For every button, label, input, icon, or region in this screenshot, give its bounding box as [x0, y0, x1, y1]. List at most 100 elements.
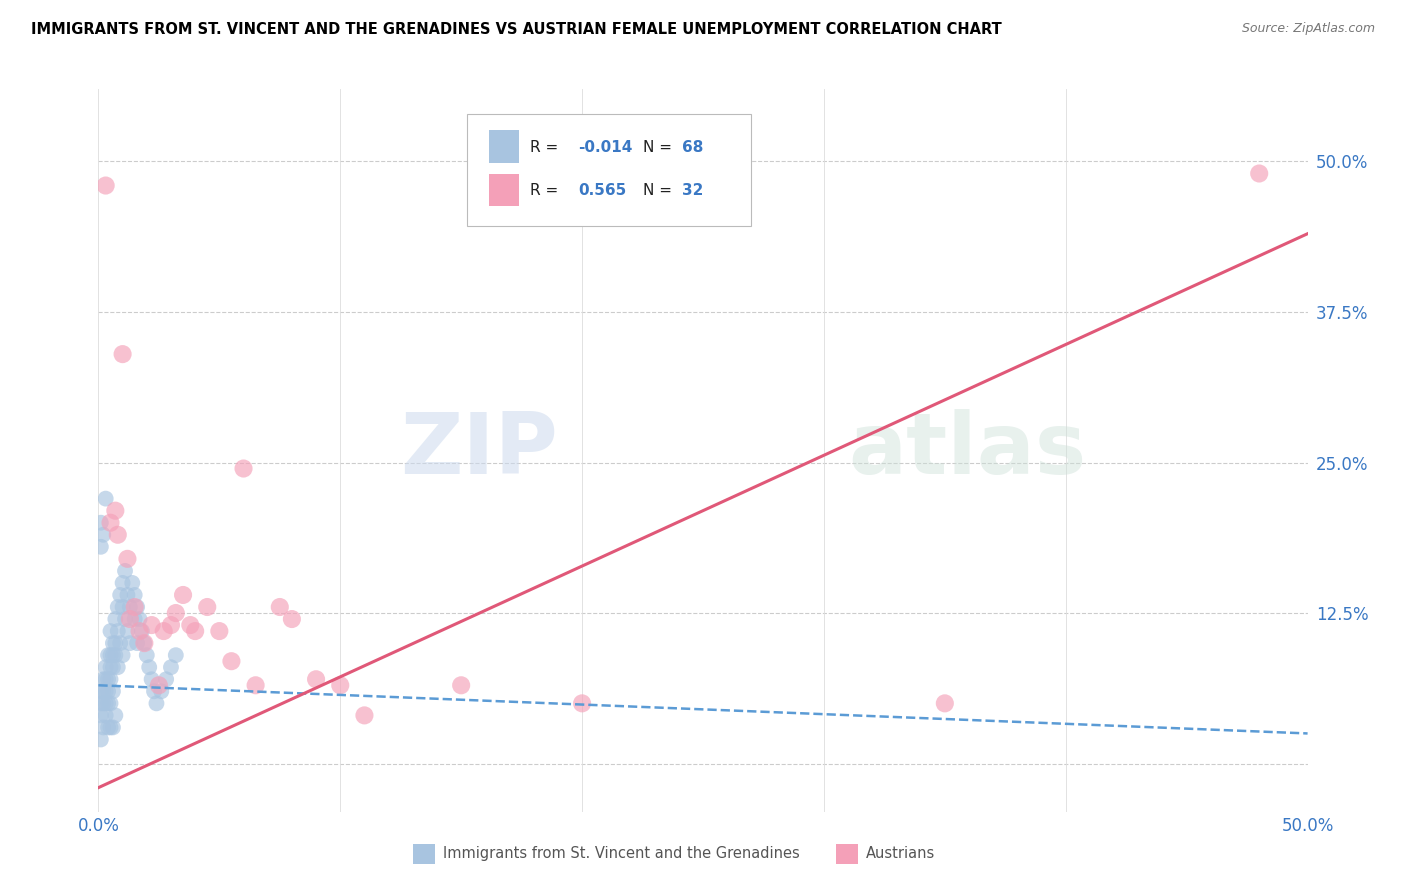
- Point: [281, 612, 304, 626]
- Point: [450, 678, 472, 692]
- Point: [91, 673, 114, 687]
- Point: [305, 673, 328, 687]
- Point: [118, 612, 141, 626]
- Text: Source: ZipAtlas.com: Source: ZipAtlas.com: [1241, 22, 1375, 36]
- Text: R =: R =: [530, 139, 564, 154]
- Point: [108, 588, 131, 602]
- Point: [101, 684, 124, 698]
- Point: [97, 696, 120, 710]
- Point: [90, 732, 112, 747]
- Point: [245, 678, 267, 692]
- Point: [128, 612, 150, 626]
- Point: [94, 178, 117, 193]
- Point: [94, 660, 117, 674]
- Point: [100, 648, 122, 662]
- Point: [107, 599, 129, 614]
- Point: [90, 684, 112, 698]
- Point: [117, 551, 139, 566]
- Point: [100, 660, 122, 674]
- Point: [135, 648, 157, 662]
- Point: [111, 599, 134, 614]
- Text: -0.014: -0.014: [578, 139, 633, 154]
- Point: [165, 606, 187, 620]
- Point: [111, 648, 134, 662]
- Point: [208, 624, 231, 639]
- Point: [101, 660, 124, 674]
- Point: [107, 624, 129, 639]
- Point: [934, 696, 956, 710]
- Point: [100, 516, 122, 530]
- Point: [124, 588, 146, 602]
- Point: [107, 660, 129, 674]
- Point: [160, 618, 183, 632]
- Point: [97, 721, 120, 735]
- Point: [97, 673, 120, 687]
- Point: [160, 660, 183, 674]
- Point: [141, 618, 163, 632]
- Point: [1249, 166, 1271, 180]
- Point: [221, 654, 243, 668]
- Point: [90, 696, 112, 710]
- Point: [101, 648, 124, 662]
- Text: Immigrants from St. Vincent and the Grenadines: Immigrants from St. Vincent and the Gren…: [443, 847, 800, 861]
- Point: [127, 636, 149, 650]
- Point: [101, 636, 124, 650]
- Point: [329, 678, 352, 692]
- Point: [100, 696, 122, 710]
- Bar: [837, 844, 858, 864]
- Point: [91, 696, 114, 710]
- Point: [94, 491, 117, 506]
- Bar: [489, 130, 519, 163]
- Point: [124, 599, 146, 614]
- Point: [353, 708, 375, 723]
- Text: N =: N =: [643, 139, 676, 154]
- Point: [179, 618, 201, 632]
- Point: [114, 564, 136, 578]
- Point: [94, 696, 117, 710]
- Point: [100, 624, 122, 639]
- Text: 32: 32: [682, 183, 704, 198]
- Text: N =: N =: [643, 183, 676, 198]
- Point: [111, 576, 134, 591]
- Text: 0.565: 0.565: [578, 183, 627, 198]
- Point: [91, 721, 114, 735]
- Point: [150, 684, 173, 698]
- Point: [114, 612, 136, 626]
- Point: [232, 461, 254, 475]
- Point: [91, 684, 114, 698]
- Point: [101, 721, 124, 735]
- Point: [104, 648, 127, 662]
- Bar: [489, 174, 519, 206]
- Point: [90, 708, 112, 723]
- Point: [100, 673, 122, 687]
- Point: [90, 516, 112, 530]
- Point: [134, 636, 156, 650]
- Text: 68: 68: [682, 139, 704, 154]
- Text: IMMIGRANTS FROM ST. VINCENT AND THE GRENADINES VS AUSTRIAN FEMALE UNEMPLOYMENT C: IMMIGRANTS FROM ST. VINCENT AND THE GREN…: [31, 22, 1001, 37]
- Point: [91, 528, 114, 542]
- Point: [94, 708, 117, 723]
- Point: [152, 624, 174, 639]
- Point: [124, 612, 146, 626]
- Text: R =: R =: [530, 183, 564, 198]
- Point: [117, 588, 139, 602]
- Point: [131, 624, 153, 639]
- Point: [117, 624, 139, 639]
- Point: [121, 576, 143, 591]
- Point: [145, 696, 167, 710]
- Bar: [413, 844, 434, 864]
- Text: ZIP: ZIP: [401, 409, 558, 492]
- Text: Austrians: Austrians: [866, 847, 935, 861]
- Point: [269, 599, 291, 614]
- Point: [104, 612, 127, 626]
- Point: [165, 648, 187, 662]
- Point: [111, 347, 134, 361]
- Point: [128, 624, 150, 639]
- Point: [97, 684, 120, 698]
- Point: [148, 678, 170, 692]
- Point: [94, 684, 117, 698]
- Point: [107, 528, 129, 542]
- Point: [100, 721, 122, 735]
- Point: [195, 599, 218, 614]
- Point: [94, 673, 117, 687]
